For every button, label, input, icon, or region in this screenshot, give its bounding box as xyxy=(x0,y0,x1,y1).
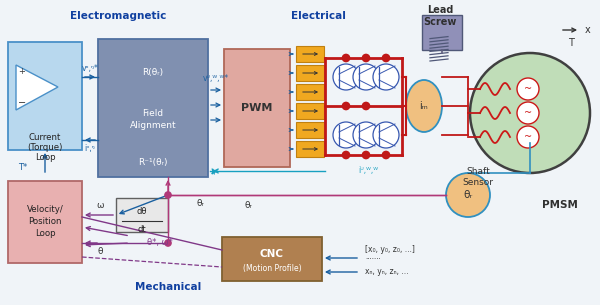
Circle shape xyxy=(353,64,379,90)
Circle shape xyxy=(383,152,389,159)
Text: R(θᵣ): R(θᵣ) xyxy=(142,69,164,77)
Text: Position: Position xyxy=(28,217,62,225)
Text: Alignment: Alignment xyxy=(130,120,176,130)
Text: PMSM: PMSM xyxy=(542,200,578,210)
Circle shape xyxy=(373,122,399,148)
Text: (Torque): (Torque) xyxy=(28,143,62,152)
Circle shape xyxy=(373,64,399,90)
Circle shape xyxy=(517,126,539,148)
Text: +: + xyxy=(19,67,25,77)
Circle shape xyxy=(343,102,349,109)
Text: ~: ~ xyxy=(524,108,532,118)
Text: Loop: Loop xyxy=(35,153,55,163)
Text: vᵁ,ᵂ,ᵂ*: vᵁ,ᵂ,ᵂ* xyxy=(203,74,229,84)
Text: x: x xyxy=(585,25,591,35)
Text: CNC: CNC xyxy=(260,249,284,259)
Circle shape xyxy=(343,152,349,159)
Bar xyxy=(224,49,290,167)
Bar xyxy=(296,122,324,138)
Text: dt: dt xyxy=(137,224,146,234)
Text: iᵁ,ᵂ,ᵂ: iᵁ,ᵂ,ᵂ xyxy=(358,166,378,174)
Text: ~: ~ xyxy=(524,132,532,142)
Bar xyxy=(296,103,324,119)
Text: −: − xyxy=(18,98,26,108)
Text: θᵣ: θᵣ xyxy=(244,200,252,210)
Bar xyxy=(116,198,168,232)
Circle shape xyxy=(517,78,539,100)
Bar xyxy=(8,181,82,263)
Polygon shape xyxy=(16,65,58,110)
Circle shape xyxy=(362,102,370,109)
Text: [x₀, y₀, z₀, ...]: [x₀, y₀, z₀, ...] xyxy=(365,246,415,254)
Text: T: T xyxy=(568,38,574,48)
Text: θᵣ: θᵣ xyxy=(463,190,473,200)
Text: ~: ~ xyxy=(524,84,532,94)
Circle shape xyxy=(517,102,539,124)
Circle shape xyxy=(353,122,379,148)
Circle shape xyxy=(362,152,370,159)
Bar xyxy=(222,237,322,281)
Bar xyxy=(422,15,462,50)
Text: Electrical: Electrical xyxy=(290,11,346,21)
Text: Mechanical: Mechanical xyxy=(135,282,201,292)
Text: Field: Field xyxy=(142,109,164,117)
Text: iₘ: iₘ xyxy=(419,101,428,111)
Circle shape xyxy=(470,53,590,173)
Text: Lead
Screw: Lead Screw xyxy=(424,5,457,27)
Text: θ: θ xyxy=(97,246,103,256)
Text: iᵒ,ᵑ: iᵒ,ᵑ xyxy=(85,143,95,152)
Circle shape xyxy=(383,55,389,62)
Bar xyxy=(8,42,82,150)
Text: (Motion Profile): (Motion Profile) xyxy=(242,264,301,272)
Circle shape xyxy=(165,192,171,198)
Text: θᵣ: θᵣ xyxy=(196,199,204,207)
Text: ω: ω xyxy=(96,200,104,210)
Text: Velocity/: Velocity/ xyxy=(26,204,64,214)
Bar xyxy=(296,65,324,81)
Text: PWM: PWM xyxy=(241,103,272,113)
Text: Current: Current xyxy=(29,134,61,142)
Text: xₙ, yₙ, zₙ, ...: xₙ, yₙ, zₙ, ... xyxy=(365,267,409,275)
Bar xyxy=(296,84,324,100)
Text: θ*, ω*: θ*, ω* xyxy=(147,239,173,247)
Circle shape xyxy=(343,55,349,62)
Text: Electromagnetic: Electromagnetic xyxy=(70,11,166,21)
Bar xyxy=(296,46,324,62)
Text: ·······: ······· xyxy=(365,256,381,262)
Circle shape xyxy=(333,64,359,90)
Circle shape xyxy=(362,55,370,62)
Bar xyxy=(98,39,208,177)
Text: T*: T* xyxy=(18,163,27,171)
Text: vᵒ,ᵑ*: vᵒ,ᵑ* xyxy=(82,64,98,74)
Circle shape xyxy=(446,173,490,217)
Text: dθ: dθ xyxy=(137,206,147,216)
Ellipse shape xyxy=(406,80,442,132)
Circle shape xyxy=(165,240,171,246)
Text: R⁻¹(θᵣ): R⁻¹(θᵣ) xyxy=(138,157,168,167)
Bar xyxy=(296,141,324,157)
Circle shape xyxy=(333,122,359,148)
Text: Loop: Loop xyxy=(35,228,55,238)
Text: Shaft
Sensor: Shaft Sensor xyxy=(463,167,493,187)
